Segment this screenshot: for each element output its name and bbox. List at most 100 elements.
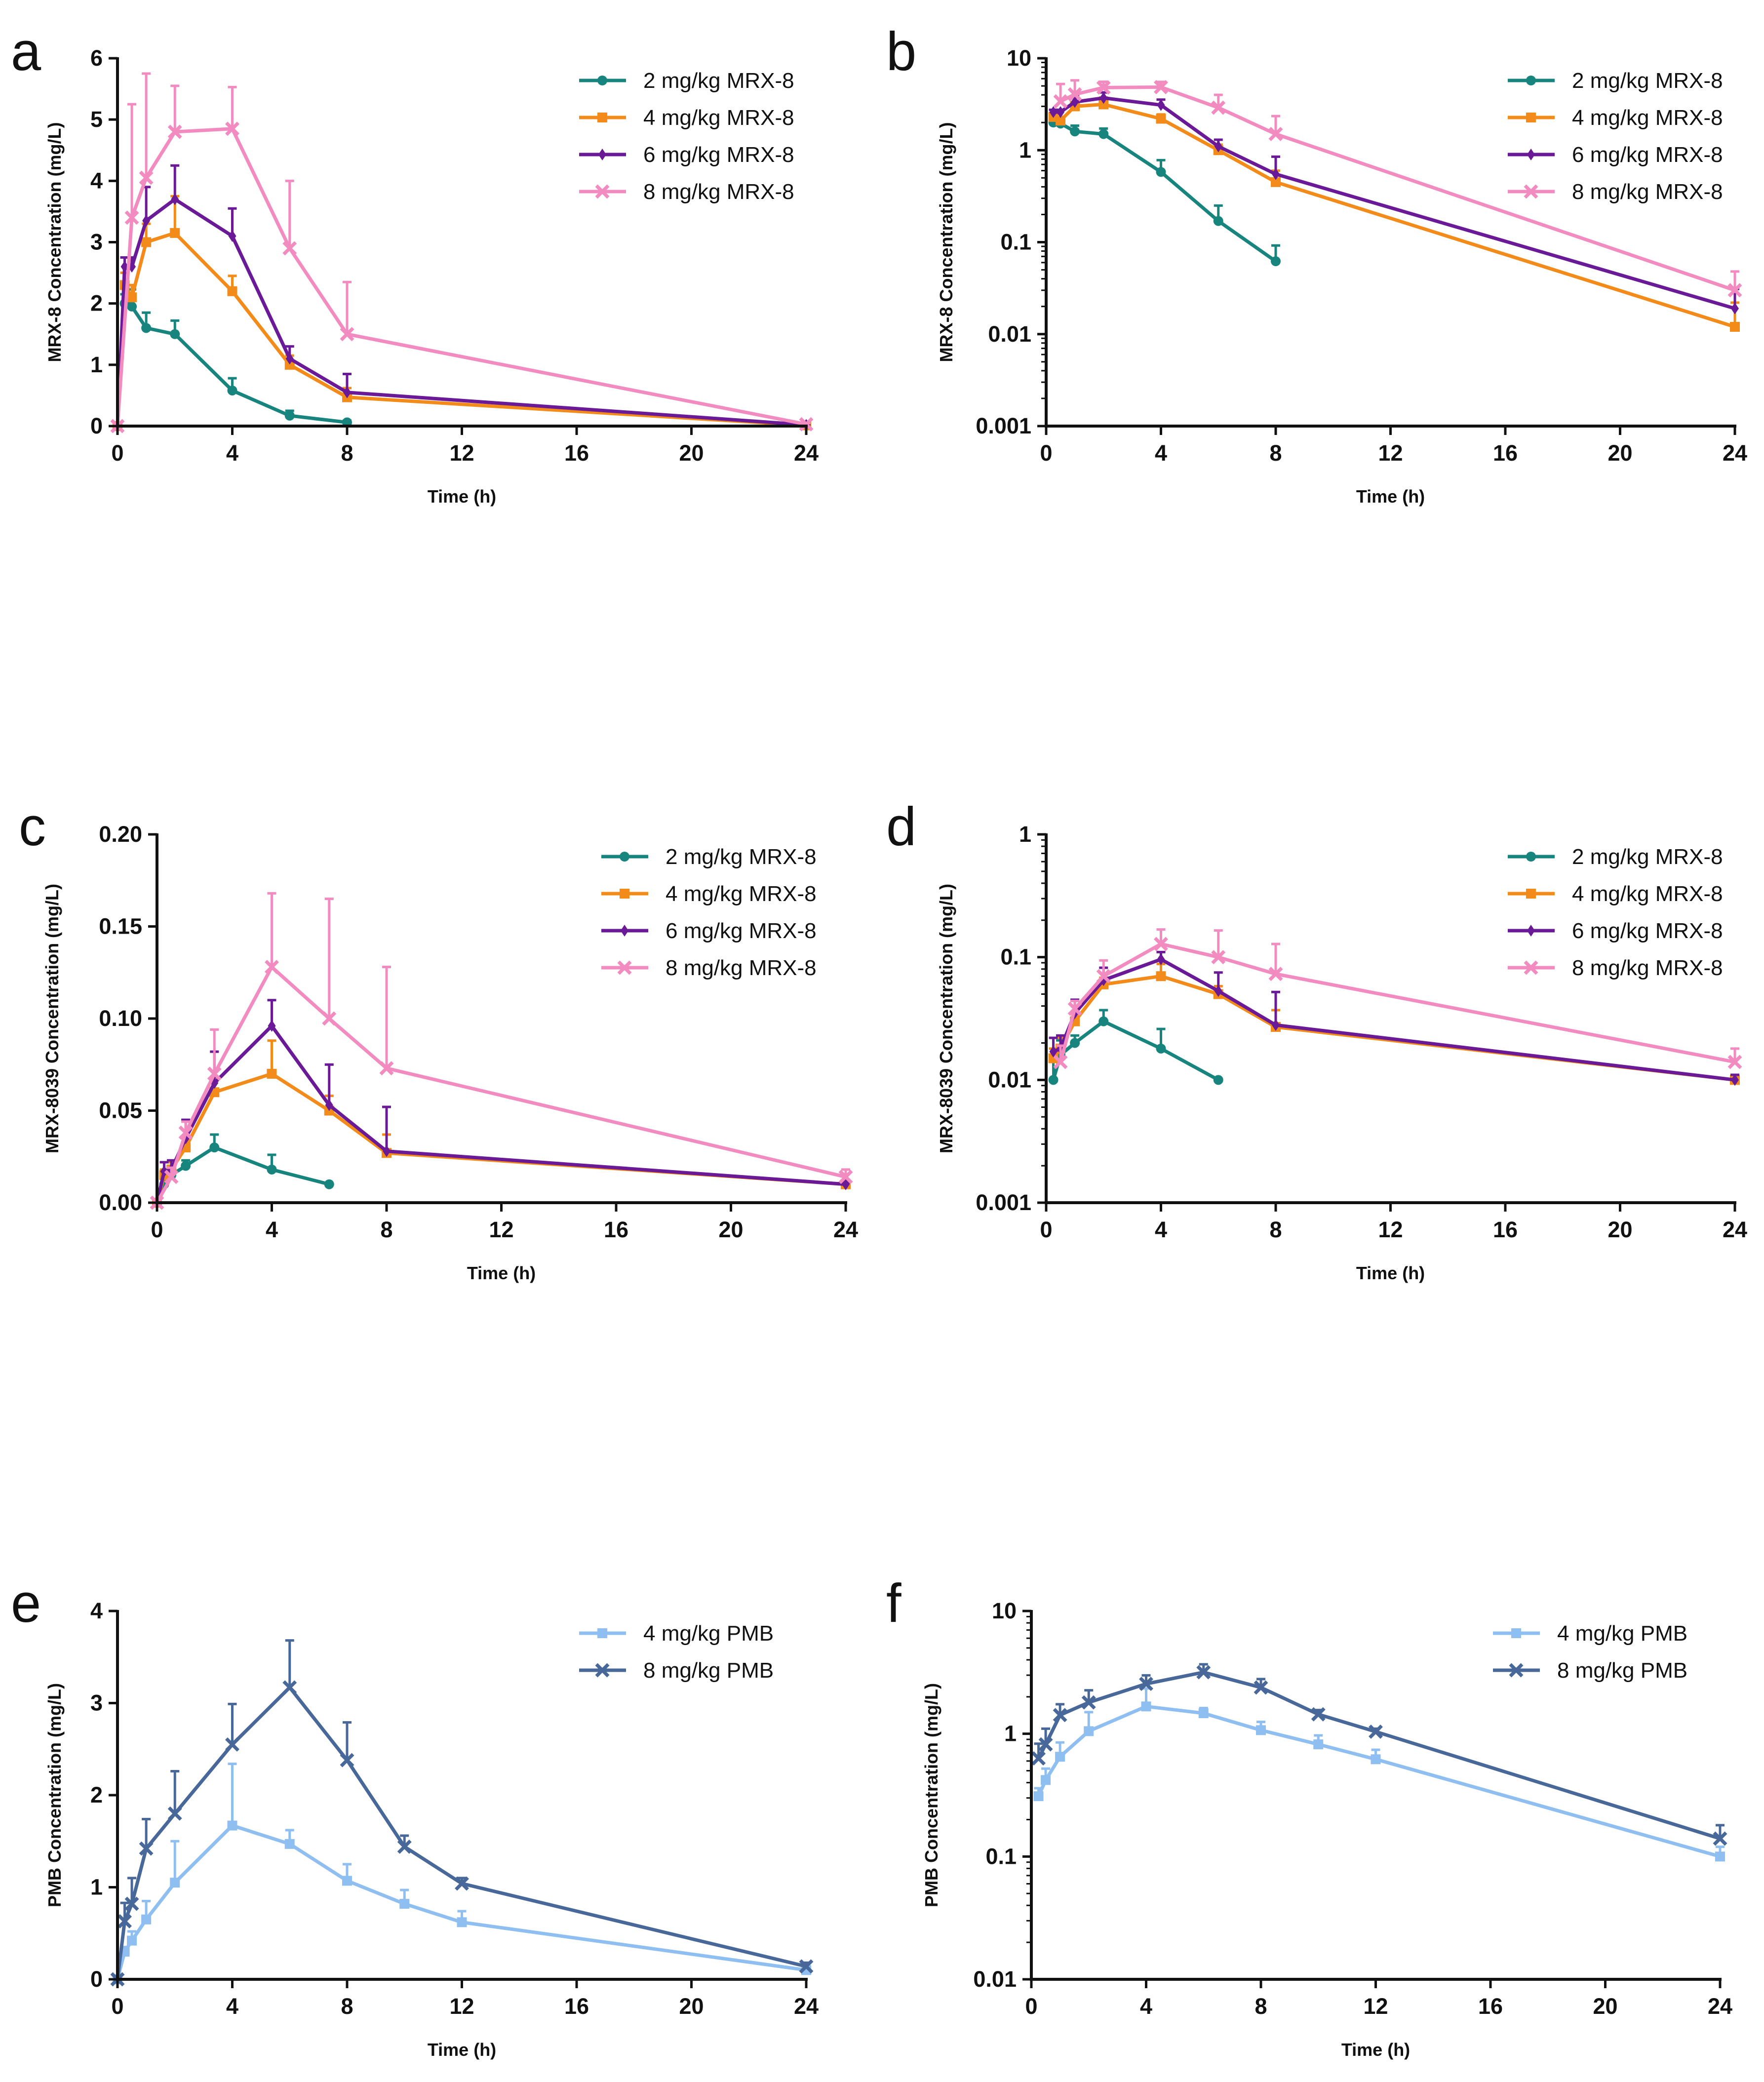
data-point xyxy=(1098,129,1109,139)
data-point xyxy=(379,1061,394,1076)
data-point xyxy=(1731,302,1739,314)
data-point xyxy=(181,1161,191,1171)
data-point xyxy=(1156,114,1166,124)
legend-marker xyxy=(1511,1628,1521,1638)
data-point xyxy=(1053,94,1068,109)
data-point xyxy=(141,323,152,333)
data-point xyxy=(1049,1046,1058,1058)
legend-item: 6 mg/kg MRX-8 xyxy=(1508,143,1723,167)
legend-marker xyxy=(597,113,607,122)
data-point xyxy=(1271,256,1281,267)
data-point xyxy=(1157,99,1165,111)
data-point xyxy=(1157,953,1165,966)
y-tick-label: 4 xyxy=(90,168,103,193)
data-point xyxy=(1727,283,1742,298)
data-point xyxy=(285,353,294,365)
data-point xyxy=(397,1839,412,1854)
y-axis-title: MRX-8039 Concentration (mg/L) xyxy=(42,884,62,1153)
x-tick-label: 8 xyxy=(1269,1217,1282,1242)
data-point xyxy=(160,1165,168,1178)
legend-marker xyxy=(597,1628,607,1638)
legend-e: 4 mg/kg PMB 8 mg/kg PMB xyxy=(579,1621,774,1683)
x-tick-label: 20 xyxy=(1593,1994,1617,2019)
legend-f: 4 mg/kg PMB 8 mg/kg PMB xyxy=(1493,1621,1687,1683)
panel-letter: b xyxy=(886,21,916,82)
legend-label: 6 mg/kg MRX-8 xyxy=(1572,143,1723,167)
data-point xyxy=(1055,1752,1065,1762)
legend-marker xyxy=(598,149,606,160)
y-tick-label: 0.01 xyxy=(988,1067,1031,1092)
data-point xyxy=(1254,1680,1268,1695)
data-point xyxy=(1081,1695,1096,1710)
legend-marker xyxy=(620,852,629,862)
error-bar xyxy=(382,1105,391,1151)
x-axis-title: Time (h) xyxy=(1356,1263,1425,1283)
y-tick-label: 0.01 xyxy=(973,1966,1017,1992)
x-tick-label: 4 xyxy=(226,1994,238,2019)
legend-label: 4 mg/kg MRX-8 xyxy=(643,106,794,130)
error-bar xyxy=(228,1702,237,1745)
legend-item: 4 mg/kg MRX-8 xyxy=(1508,882,1723,906)
data-point xyxy=(167,124,182,139)
data-point xyxy=(225,1737,239,1752)
data-point xyxy=(1256,1725,1266,1735)
panel-letter: d xyxy=(886,796,916,857)
data-point xyxy=(1067,1001,1082,1016)
y-tick-label: 0.10 xyxy=(99,1006,142,1031)
x-tick-label: 24 xyxy=(794,440,819,466)
series-line xyxy=(1037,1670,1721,1841)
error-bar xyxy=(1056,82,1065,102)
data-point xyxy=(340,327,354,342)
data-point xyxy=(268,1020,276,1032)
data-point xyxy=(1727,1055,1742,1069)
data-point xyxy=(399,1899,410,1909)
data-point xyxy=(227,286,237,296)
error-bar xyxy=(267,1039,276,1074)
legend-label: 8 mg/kg MRX-8 xyxy=(666,956,817,980)
x-tick-label: 12 xyxy=(449,440,474,466)
data-point xyxy=(1057,106,1065,118)
data-point xyxy=(225,121,239,136)
data-point xyxy=(139,1841,154,1856)
y-tick-label: 0.1 xyxy=(1000,230,1031,255)
y-tick-label: 0.05 xyxy=(99,1098,142,1123)
y-tick-label: 3 xyxy=(90,1690,103,1716)
data-point xyxy=(1715,1851,1725,1862)
error-bar xyxy=(228,1763,237,1826)
data-point xyxy=(170,1878,180,1888)
legend-label: 2 mg/kg MRX-8 xyxy=(1572,69,1723,93)
series-e-2 xyxy=(110,1639,814,1987)
data-point xyxy=(1211,950,1226,965)
legend-label: 8 mg/kg PMB xyxy=(643,1658,774,1683)
axes-b: 0 4 8 12 16 20 24 0.001 0.01 0.1 1 10 Time (h) MRX-8 … xyxy=(936,45,1747,507)
legend-marker xyxy=(1527,925,1535,937)
data-point xyxy=(322,1011,337,1026)
legend-marker xyxy=(597,76,607,85)
data-point xyxy=(1096,80,1111,95)
legend-marker xyxy=(1509,1663,1524,1678)
x-axis-title: Time (h) xyxy=(428,2040,496,2060)
legend-label: 4 mg/kg MRX-8 xyxy=(1572,882,1723,906)
data-point xyxy=(1049,106,1058,118)
x-tick-label: 24 xyxy=(794,1994,819,2019)
x-tick-label: 4 xyxy=(1140,1994,1152,2019)
data-point xyxy=(1213,216,1223,226)
data-point xyxy=(342,1876,352,1886)
error-bar xyxy=(1214,929,1223,957)
data-point xyxy=(1731,1074,1739,1086)
y-axis-title: MRX-8 Concentration (mg/L) xyxy=(44,122,65,362)
data-point xyxy=(1272,1019,1280,1031)
x-axis-title: Time (h) xyxy=(428,486,496,507)
data-point xyxy=(1214,985,1222,997)
x-tick-label: 20 xyxy=(718,1217,743,1242)
x-tick-label: 20 xyxy=(1607,440,1632,466)
data-point xyxy=(207,1066,222,1081)
x-tick-label: 0 xyxy=(1040,1217,1052,1242)
data-point xyxy=(1369,1724,1383,1739)
legend-marker xyxy=(1524,184,1538,199)
series-f-1 xyxy=(1033,1687,1725,1862)
legend-label: 8 mg/kg MRX-8 xyxy=(1572,956,1723,980)
error-bar xyxy=(170,1770,180,1814)
data-point xyxy=(284,1839,295,1849)
